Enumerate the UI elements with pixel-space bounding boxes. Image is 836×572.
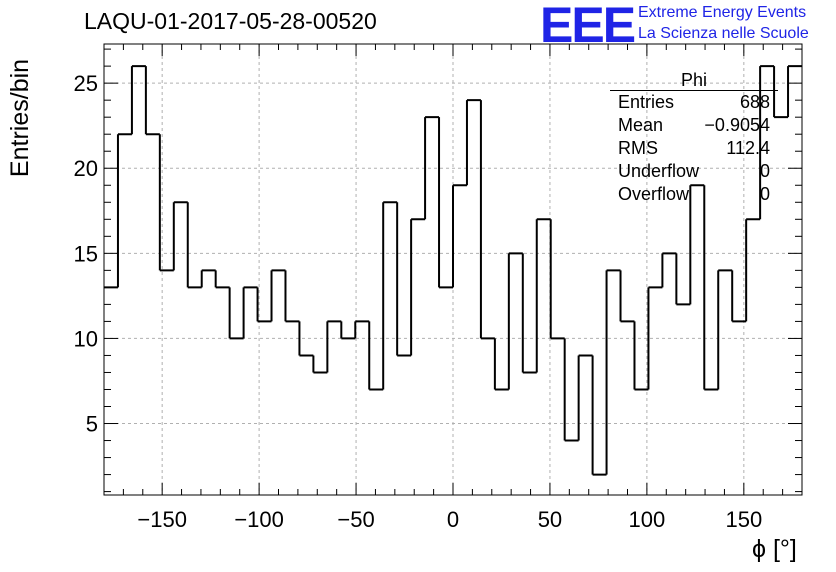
logo-caption-line1: Extreme Energy Events xyxy=(638,4,807,21)
y-tick-label: 10 xyxy=(74,326,98,351)
histogram-bin xyxy=(256,287,272,323)
stats-row-mean: Mean −0.9054 xyxy=(610,114,778,137)
y-axis-label: Entries/bin xyxy=(6,58,34,178)
stats-key: Mean xyxy=(618,115,664,135)
histogram-bin xyxy=(424,116,440,220)
histogram-bin xyxy=(214,270,230,289)
histogram-bin xyxy=(382,201,398,390)
x-tick-label: 100 xyxy=(629,507,666,532)
stats-value: 112.4 xyxy=(726,138,770,158)
histogram-bin xyxy=(465,99,481,186)
histogram-bin xyxy=(130,65,146,135)
logo-caption-line2: La Scienza nelle Scuole xyxy=(638,25,809,42)
stats-row-overflow: Overflow 0 xyxy=(610,183,778,206)
x-tick-label: 0 xyxy=(447,507,459,532)
chart-title: LAQU-01-2017-05-28-00520 xyxy=(84,8,377,34)
stats-key: Underflow xyxy=(618,161,700,181)
histogram-bin xyxy=(438,117,453,289)
histogram-bin xyxy=(619,270,635,323)
stats-row-entries: Entries 688 xyxy=(610,91,778,114)
histogram-bin xyxy=(647,286,663,390)
histogram-bin xyxy=(242,286,258,339)
stats-value: 0 xyxy=(759,184,770,204)
histogram-bin xyxy=(186,202,202,289)
histogram-bin xyxy=(200,269,216,288)
stats-row-underflow: Underflow 0 xyxy=(610,160,778,183)
histogram-bin xyxy=(521,253,537,374)
x-tick-label: −100 xyxy=(234,507,284,532)
y-tick-label: 15 xyxy=(74,241,98,266)
histogram-bin xyxy=(144,66,160,136)
stats-row-rms: RMS 112.4 xyxy=(610,137,778,160)
x-tick-label: 50 xyxy=(538,507,562,532)
histogram-bin xyxy=(270,269,286,322)
histogram-bin xyxy=(633,321,649,391)
histogram-bin xyxy=(787,65,802,118)
stats-value: −0.9054 xyxy=(704,115,770,135)
y-tick-label: 5 xyxy=(86,412,98,437)
histogram-bin xyxy=(773,66,789,119)
histogram-bin xyxy=(507,252,523,390)
histogram-bin xyxy=(577,354,593,441)
histogram-bin xyxy=(116,133,132,288)
histogram-bin xyxy=(759,65,775,220)
y-tick-label: 25 xyxy=(74,71,98,96)
y-tick-label: 20 xyxy=(74,156,98,181)
histogram-bin xyxy=(493,338,509,391)
histogram-bin xyxy=(340,321,356,340)
histogram-bin xyxy=(354,320,370,339)
stats-title: Phi xyxy=(610,70,778,91)
stats-box: Phi Entries 688 Mean −0.9054 RMS 112.4 U… xyxy=(610,70,778,206)
histogram-bin xyxy=(298,321,314,357)
histogram-bin xyxy=(745,218,761,322)
histogram-bin xyxy=(410,218,426,356)
stats-key: Overflow xyxy=(618,184,690,204)
histogram-bin xyxy=(703,185,719,391)
histogram-bin xyxy=(452,184,467,288)
histogram-bin xyxy=(605,269,621,475)
histogram-bin xyxy=(284,270,300,323)
stats-value: 688 xyxy=(739,92,770,112)
histogram-bin xyxy=(326,320,342,373)
stats-key: Entries xyxy=(618,92,675,112)
histogram-bin xyxy=(661,252,677,288)
histogram-bin xyxy=(228,287,244,340)
histogram-bin xyxy=(368,321,384,391)
stats-value: 0 xyxy=(759,161,770,181)
histogram-bin xyxy=(158,134,174,272)
histogram-bin xyxy=(689,184,705,305)
eee-logo: EEE xyxy=(540,0,636,53)
histogram-bin xyxy=(563,338,579,442)
histogram-bin xyxy=(731,270,747,323)
x-axis-label: ϕ [°] xyxy=(752,535,797,563)
histogram-bin xyxy=(591,355,607,476)
stats-key: RMS xyxy=(618,138,658,158)
histogram-bin xyxy=(675,253,691,306)
histogram-bin xyxy=(535,218,551,373)
histogram-bin xyxy=(396,202,412,357)
histogram-bin xyxy=(172,201,188,271)
x-tick-label: −50 xyxy=(337,507,374,532)
x-tick-label: 150 xyxy=(725,507,762,532)
histogram-bin xyxy=(312,355,328,374)
histogram-bin xyxy=(549,219,565,340)
histogram-bin xyxy=(479,100,495,340)
x-tick-label: −150 xyxy=(137,507,187,532)
histogram-bin xyxy=(717,269,733,390)
